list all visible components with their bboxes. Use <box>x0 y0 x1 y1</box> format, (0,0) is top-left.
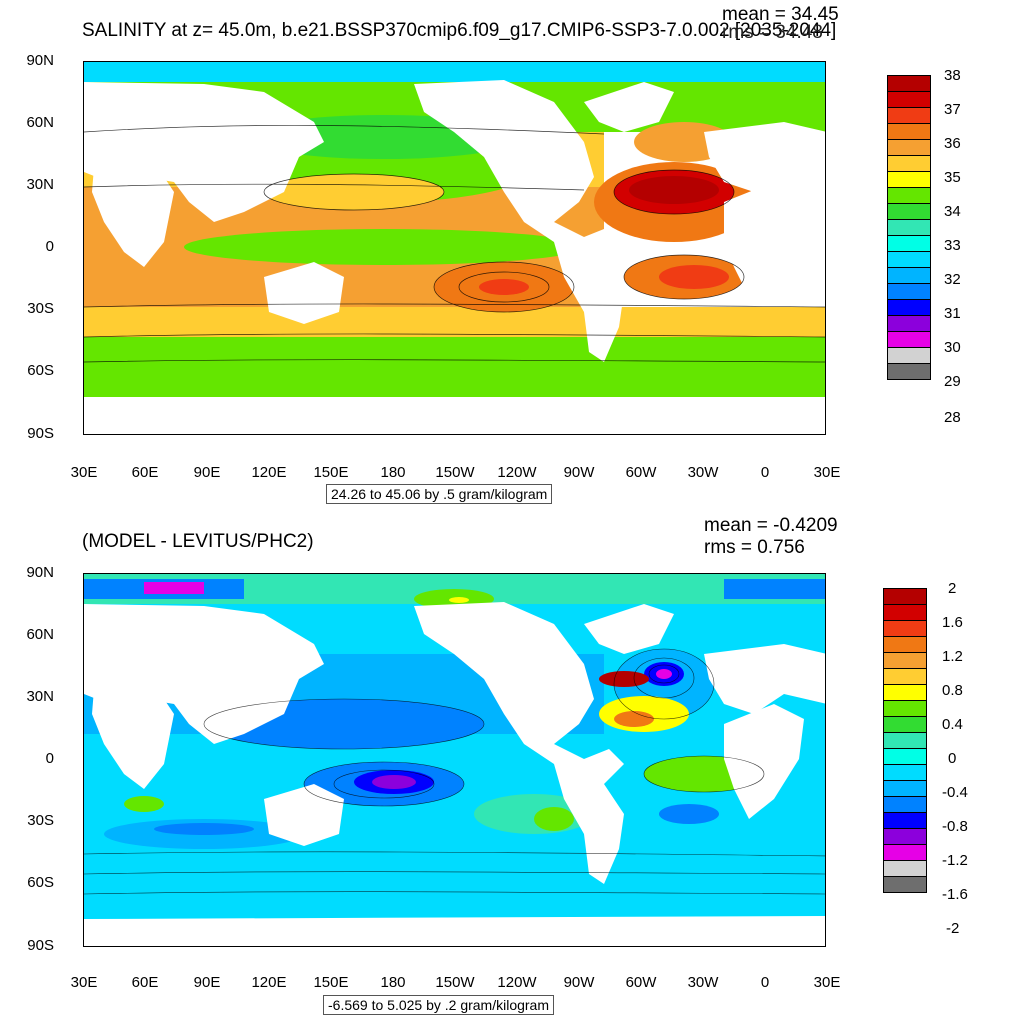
lat-label-90n: 90N <box>26 52 54 69</box>
lon-label: 90E <box>193 464 221 481</box>
colorbar-swatch <box>883 812 927 829</box>
colorbar-label: 35 <box>944 169 961 186</box>
colorbar-swatch <box>883 604 927 621</box>
lon-label: 150W <box>435 464 475 481</box>
colorbar-label: 1.2 <box>942 648 963 665</box>
colorbar-label: 0.4 <box>942 716 963 733</box>
salinity-panel: SALINITY at z= 45.0m, b.e21.BSSP370cmip6… <box>26 4 961 504</box>
difference-map <box>83 573 826 947</box>
salinity-rms: rms = 34.48 <box>722 22 823 43</box>
difference-mean: mean = -0.4209 <box>704 515 838 536</box>
lon-label: 30E <box>813 464 841 481</box>
colorbar-label: -0.4 <box>942 784 968 801</box>
salinity-colorbar <box>887 75 931 380</box>
lon-label: 150E <box>313 464 349 481</box>
lon-label: 30E <box>813 974 841 991</box>
colorbar-swatch <box>883 876 927 893</box>
salinity-map <box>83 61 826 435</box>
colorbar-label: 34 <box>944 203 961 220</box>
colorbar-label: 36 <box>944 135 961 152</box>
lon-label: 120E <box>251 464 287 481</box>
lon-label: 120W <box>497 464 537 481</box>
difference-title: (MODEL - LEVITUS/PHC2) <box>82 531 314 552</box>
colorbar-label: 0.8 <box>942 682 963 699</box>
salinity-title: SALINITY at z= 45.0m, b.e21.BSSP370cmip6… <box>82 20 837 41</box>
colorbar-label: 1.6 <box>942 614 963 631</box>
difference-colorbar <box>883 588 927 893</box>
colorbar-swatch <box>883 844 927 861</box>
colorbar-swatch <box>883 716 927 733</box>
lon-label: 30W <box>687 464 719 481</box>
colorbar-label: -2 <box>946 920 960 937</box>
difference-panel: (MODEL - LEVITUS/PHC2) mean = -0.4209 rm… <box>26 515 968 1015</box>
lat-label-30s: 30S <box>27 812 54 829</box>
lon-label: 120W <box>497 974 537 991</box>
colorbar-swatch <box>883 636 927 653</box>
colorbar-swatch <box>883 780 927 797</box>
colorbar-label: 0 <box>948 750 957 767</box>
colorbar-swatch <box>883 796 927 813</box>
lon-label: 60W <box>625 464 657 481</box>
salinity-contour-note: 24.26 to 45.06 by .5 gram/kilogram <box>326 484 553 504</box>
colorbar-label: -0.8 <box>942 818 968 835</box>
lon-label: 60E <box>131 464 159 481</box>
colorbar-label: 30 <box>944 339 961 356</box>
lon-label: 150E <box>313 974 349 991</box>
lon-label: 150W <box>435 974 475 991</box>
lat-label-eq: 0 <box>45 750 54 767</box>
colorbar-swatch <box>883 588 927 605</box>
colorbar-swatch <box>883 764 927 781</box>
colorbar-label: -1.2 <box>942 852 968 869</box>
salinity-field <box>84 62 825 434</box>
colorbar-swatch <box>883 828 927 845</box>
colorbar-label: 2 <box>948 580 957 597</box>
lat-label-30n: 30N <box>26 176 54 193</box>
lon-label: 180 <box>380 464 406 481</box>
lon-label: 0 <box>760 464 770 481</box>
lon-label: 90W <box>563 974 595 991</box>
colorbar-label: 29 <box>944 373 961 390</box>
lat-label-90s: 90S <box>27 425 54 442</box>
colorbar-label: 31 <box>944 305 961 322</box>
lat-label-60n: 60N <box>26 114 54 131</box>
difference-rms: rms = 0.756 <box>704 537 805 558</box>
colorbar-label: 33 <box>944 237 961 254</box>
difference-field <box>84 574 825 946</box>
lon-label: 30E <box>70 974 98 991</box>
lat-label-90n: 90N <box>26 564 54 581</box>
lat-label-30s: 30S <box>27 300 54 317</box>
lat-label-60s: 60S <box>27 874 54 891</box>
colorbar-label: 28 <box>944 409 961 426</box>
colorbar-swatch <box>883 684 927 701</box>
lat-label-90s: 90S <box>27 937 54 954</box>
colorbar-label: -1.6 <box>942 886 968 903</box>
lon-label: 60W <box>625 974 657 991</box>
colorbar-swatch <box>883 668 927 685</box>
lon-label: 90E <box>193 974 221 991</box>
lat-label-30n: 30N <box>26 688 54 705</box>
colorbar-swatch <box>883 732 927 749</box>
lat-label-eq: 0 <box>45 238 54 255</box>
colorbar-label: 38 <box>944 67 961 84</box>
lon-label: 60E <box>131 974 159 991</box>
lon-label: 30E <box>70 464 98 481</box>
lat-label-60n: 60N <box>26 626 54 643</box>
colorbar-swatch <box>883 748 927 765</box>
colorbar-label: 37 <box>944 101 961 118</box>
lon-label: 120E <box>251 974 287 991</box>
colorbar-swatch <box>883 860 927 877</box>
colorbar-swatch <box>883 700 927 717</box>
colorbar-swatch <box>883 620 927 637</box>
lon-label: 0 <box>760 974 770 991</box>
difference-contour-note: -6.569 to 5.025 by .2 gram/kilogram <box>323 995 555 1015</box>
salinity-mean: mean = 34.45 <box>722 4 839 25</box>
colorbar-label: 32 <box>944 271 961 288</box>
colorbar-swatch <box>887 363 931 380</box>
lon-label: 30W <box>687 974 719 991</box>
lon-label: 90W <box>563 464 595 481</box>
lon-label: 180 <box>380 974 406 991</box>
lat-label-60s: 60S <box>27 362 54 379</box>
colorbar-swatch <box>883 652 927 669</box>
